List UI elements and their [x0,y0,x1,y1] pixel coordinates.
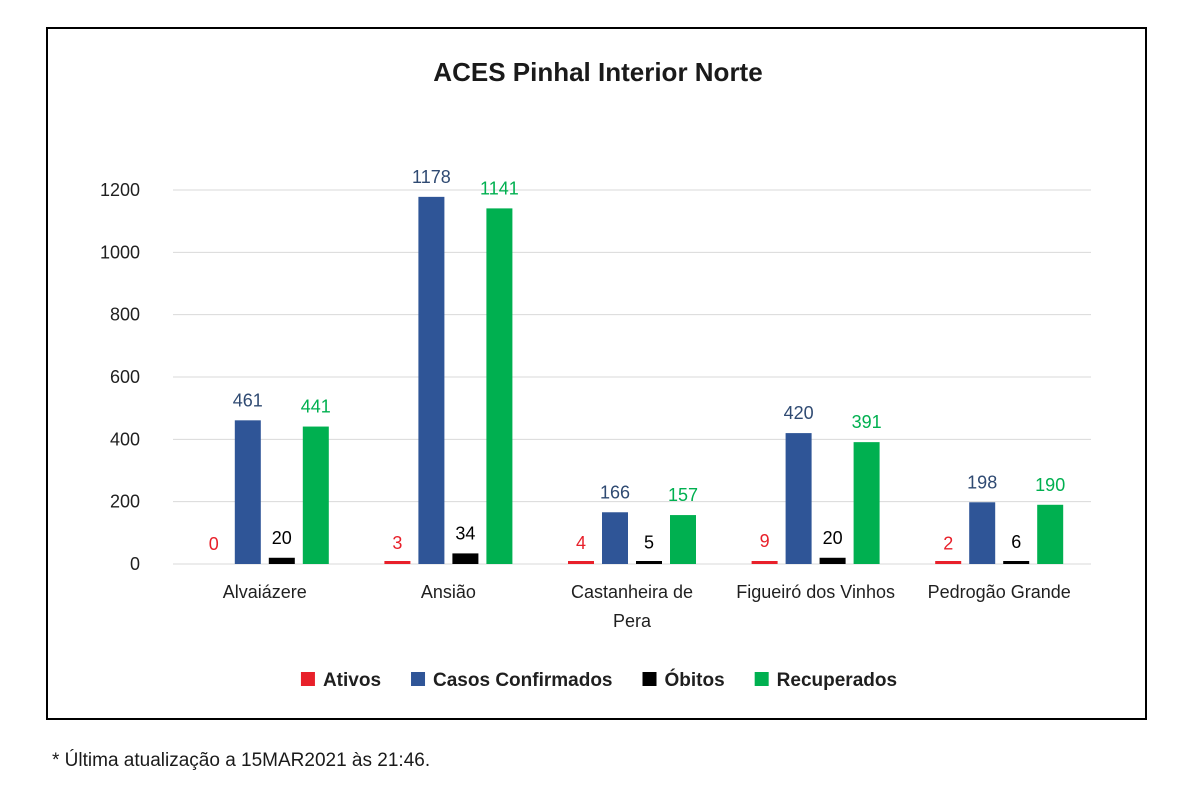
category-label: Ansião [421,582,476,602]
bars [234,196,1064,564]
legend: Ativos Casos Confirmados Óbitos Recuperados [300,669,897,691]
bar-óbitos [636,561,662,564]
bar-recuperados [486,208,513,564]
y-tick-label: 400 [110,429,140,449]
bar-recuperados [670,515,696,564]
data-label: 391 [852,412,882,432]
y-tick-label: 600 [110,367,140,387]
y-tick-label: 0 [130,554,140,574]
legend-label: Óbitos [665,669,725,691]
bar-óbitos [1003,561,1030,564]
category-label: Pera [613,611,652,631]
data-label: 6 [1011,532,1021,552]
data-label: 190 [1035,475,1065,495]
legend-label: Casos Confirmados [433,670,612,691]
bar-casos-confirmados [234,420,261,564]
legend-swatch [754,672,769,686]
x-axis-categories: Alvaiázere Ansião Castanheira de Pera Figuei… [223,582,1071,631]
bar-óbitos [452,553,479,564]
bar-ativos [384,561,411,564]
bar-casos-confirmados [602,512,628,564]
category-label: Alvaiázere [223,582,307,602]
data-label: 198 [967,472,997,492]
data-label: 157 [668,485,698,505]
data-label: 2 [943,533,953,553]
bar-ativos [751,561,778,564]
bar-casos-confirmados [785,433,812,564]
legend-swatch [411,672,426,686]
category-label: Castanheira de [571,582,693,602]
data-label: 166 [600,482,630,502]
data-label: 4 [576,533,586,553]
data-label: 3 [392,533,402,553]
bar-óbitos [819,557,846,564]
y-tick-label: 1000 [100,242,140,262]
chart-title: ACES Pinhal Interior Norte [433,57,762,87]
bar-recuperados [1037,504,1064,564]
y-axis-ticks: 0 200 400 600 800 1000 1200 [100,180,140,574]
data-label: 20 [272,528,292,548]
bar-recuperados [302,426,329,564]
data-label: 441 [301,397,331,417]
legend-label: Ativos [323,670,381,691]
bar-recuperados [853,442,880,564]
chart-frame: ACES Pinhal Interior Norte 0 200 400 600 800… [46,27,1147,720]
legend-label: Recuperados [777,670,897,691]
data-label: 1141 [480,178,519,198]
bar-óbitos [268,557,295,564]
data-label: 34 [455,523,475,543]
data-label: 20 [823,528,843,548]
legend-swatch [300,672,315,686]
category-label: Figueiró dos Vinhos [736,582,895,602]
bar-casos-confirmados [418,196,445,564]
data-label: 5 [644,532,654,552]
y-tick-label: 800 [110,305,140,325]
bar-ativos [935,561,962,564]
y-tick-label: 1200 [100,180,140,200]
bar-chart: ACES Pinhal Interior Norte 0200400600800… [100,57,1091,691]
legend-swatch [642,672,657,686]
data-label: 420 [784,403,814,423]
data-labels: 0 461 20 441 3 1178 34 1141 4 166 5 157 9 420 20 391 2 19… [209,167,1065,554]
last-update-footnote: * Última atualização a 15MAR2021 às 21:4… [52,750,431,771]
data-label: 0 [209,534,219,554]
data-label: 9 [760,531,770,551]
y-tick-label: 200 [110,492,140,512]
bar-casos-confirmados [969,502,996,564]
bar-ativos [568,561,594,564]
data-label: 461 [233,390,263,410]
data-label: 1178 [412,167,451,187]
category-label: Pedrogão Grande [928,582,1071,602]
